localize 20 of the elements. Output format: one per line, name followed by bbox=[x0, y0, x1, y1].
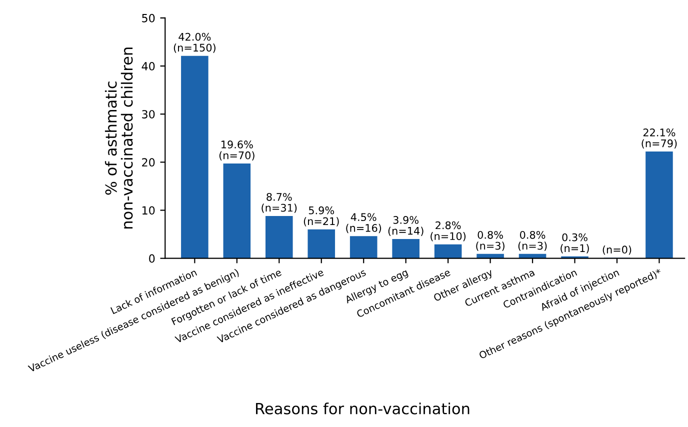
y-axis-title: % of asthmatic non-vaccinated children bbox=[104, 48, 133, 229]
data-label: 0.8% (n=3) bbox=[476, 230, 504, 251]
y-tick-label: 50 bbox=[142, 14, 155, 22]
data-label: 0.3% (n=1) bbox=[560, 233, 589, 254]
data-label: 4.5% (n=16) bbox=[346, 213, 382, 234]
y-tick-label: 40 bbox=[142, 62, 155, 70]
data-label: 8.7% (n=31) bbox=[262, 192, 297, 213]
data-label: 22.1% (n=79) bbox=[642, 128, 677, 149]
y-tick-label: 0 bbox=[149, 254, 155, 263]
y-tick-label: 30 bbox=[142, 110, 155, 118]
data-label: (n=0) bbox=[602, 245, 632, 255]
data-label: 2.8% (n=10) bbox=[430, 221, 466, 242]
data-label: 5.9% (n=21) bbox=[304, 206, 339, 226]
data-label: 0.8% (n=3) bbox=[518, 230, 547, 251]
y-tick-label: 20 bbox=[142, 158, 155, 167]
y-tick-label: 10 bbox=[142, 206, 155, 215]
data-label: 19.6% (n=70) bbox=[219, 140, 254, 161]
data-label: 42.0% (n=150) bbox=[174, 32, 216, 53]
data-label: 3.9% (n=14) bbox=[388, 216, 424, 236]
x-axis-title: Reasons for non-vaccination bbox=[256, 402, 470, 414]
